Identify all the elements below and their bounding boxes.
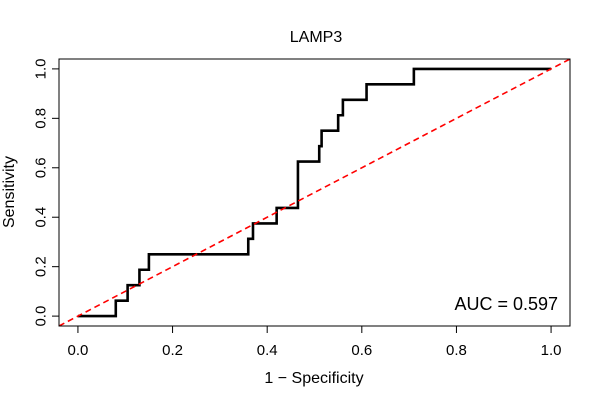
- y-tick-label: 0.6: [33, 157, 50, 178]
- y-tick-label: 0.8: [33, 108, 50, 129]
- x-tick-label: 0.4: [257, 342, 278, 359]
- x-tick-label: 1.0: [541, 342, 562, 359]
- x-tick-label: 0.2: [162, 342, 183, 359]
- plot-area: [58, 58, 571, 327]
- roc-curve-line: [77, 67, 552, 318]
- x-tick-label: 0.8: [446, 342, 467, 359]
- y-tick-label: 0.2: [33, 256, 50, 277]
- y-tick-label: 0.4: [33, 207, 50, 228]
- x-tick-label: 0.6: [351, 342, 372, 359]
- y-tick-label: 1.0: [33, 58, 50, 79]
- x-axis: 0.0 0.2 0.4 0.6 0.8 1.0: [67, 325, 562, 359]
- y-axis-label: Sensitivity: [1, 156, 18, 228]
- chart-title: LAMP3: [290, 29, 343, 46]
- y-tick-label: 0.0: [33, 306, 50, 327]
- auc-annotation: AUC = 0.597: [454, 294, 558, 314]
- reference-diagonal-line: [59, 59, 570, 326]
- y-axis: 0.0 0.2 0.4 0.6 0.8 1.0: [33, 58, 60, 327]
- x-axis-label: 1 − Specificity: [264, 370, 363, 387]
- x-tick-label: 0.0: [67, 342, 88, 359]
